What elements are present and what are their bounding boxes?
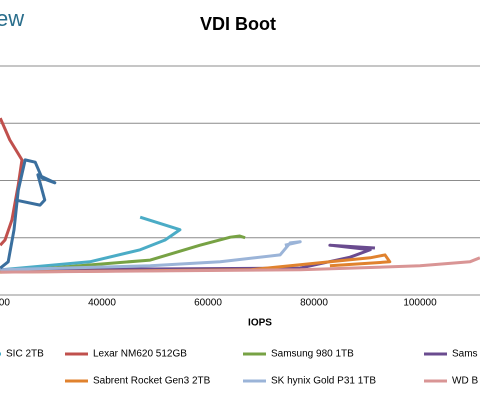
x-tick-label: 100000 [403,298,437,309]
x-tick-label: 20000 [0,298,10,309]
legend-label: Samsung 980 1TB [271,349,354,360]
legend-label: Sabrent Rocket Gen3 2TB [93,376,211,387]
legend-label: Sams [452,349,478,360]
x-tick-label: 40000 [88,298,116,309]
logo: ew [0,6,24,31]
legend-label: Lexar NM620 512GB [93,349,187,360]
series-line [0,256,480,274]
series-line [0,215,182,272]
legend-label: WD B [452,376,478,387]
x-axis-label: IOPS [248,318,272,329]
series-line [0,234,246,274]
legend-label: SIC 2TB [6,349,44,360]
chart-title: VDI Boot [200,14,276,34]
series-line [0,158,57,270]
x-tick-label: 80000 [300,298,328,309]
x-tick-label: 60000 [194,298,222,309]
series-line [0,240,302,272]
legend-label: SK hynix Gold P31 1TB [271,376,376,387]
